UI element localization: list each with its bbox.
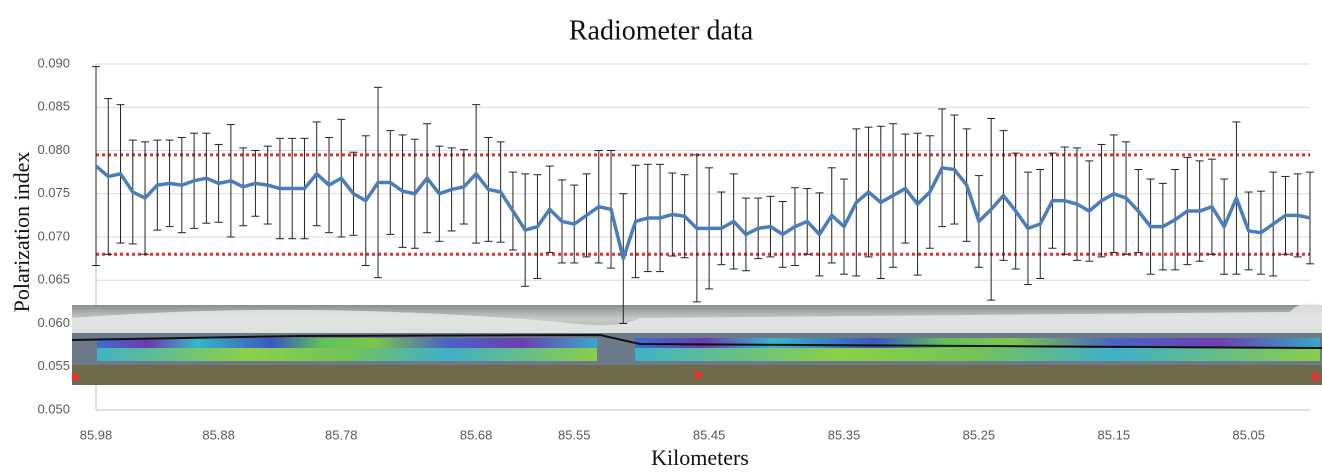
x-tick-label: 85.55 [558, 427, 591, 442]
x-tick-label: 85.35 [828, 427, 861, 442]
x-axis-label: Kilometers [651, 445, 749, 470]
x-tick-label: 85.25 [963, 427, 996, 442]
y-axis-label: Polarization index [9, 152, 34, 313]
y-tick-label: 0.085 [37, 99, 70, 114]
y-tick-label: 0.055 [37, 358, 70, 373]
plot: 85.98 85.88 85.78 85.68 85.55 85.45 85.35 85.25… [80, 66, 1314, 442]
y-tick-label: 0.080 [37, 142, 70, 157]
x-tick-label: 85.78 [325, 427, 358, 442]
chart-title: Radiometer data [569, 15, 754, 46]
data-line [94, 164, 1311, 261]
x-tick-label: 85.98 [80, 427, 113, 442]
y-tick-label: 0.075 [37, 185, 70, 200]
x-tick-label: 85.15 [1098, 427, 1131, 442]
aerial-photo [71, 303, 1322, 385]
y-tick-label: 0.070 [37, 228, 70, 243]
x-tick-label: 85.68 [460, 427, 493, 442]
y-tick-label: 0.050 [37, 401, 70, 416]
y-tick-label: 0.065 [37, 272, 70, 287]
x-tick-label: 85.45 [693, 427, 726, 442]
y-tick-label: 0.060 [37, 315, 70, 330]
x-tick-label: 85.05 [1232, 427, 1265, 442]
y-tick-label: 0.090 [37, 55, 70, 70]
x-tick-label: 85.88 [202, 427, 235, 442]
